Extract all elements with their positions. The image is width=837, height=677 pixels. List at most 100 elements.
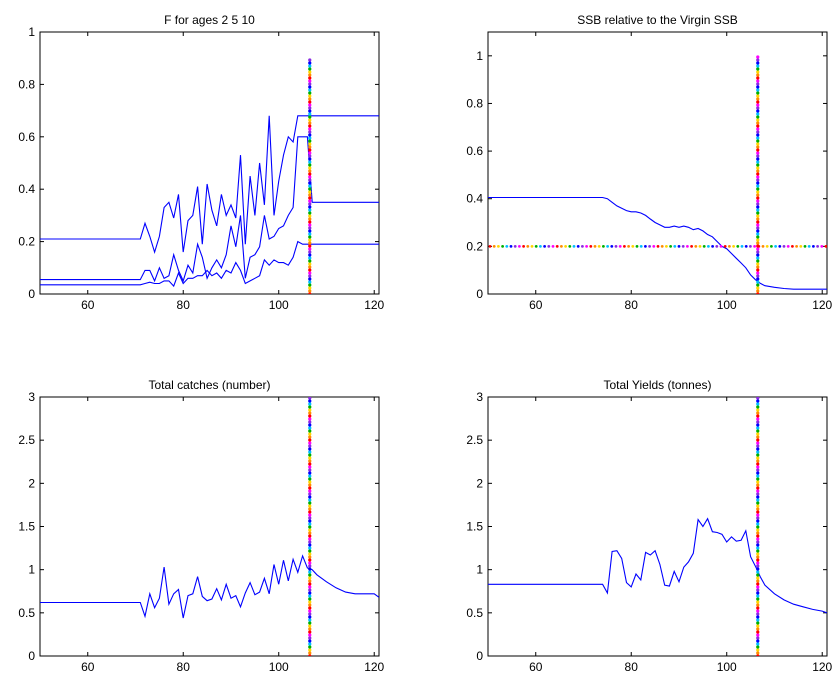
reference-dot bbox=[774, 244, 777, 248]
marker-dot bbox=[756, 286, 760, 290]
marker-dot bbox=[308, 573, 312, 577]
marker-dot bbox=[756, 256, 760, 260]
marker-dot bbox=[756, 600, 760, 604]
marker-dot bbox=[756, 214, 760, 218]
y-tick-label: 1 bbox=[28, 563, 35, 577]
marker-dot bbox=[308, 441, 312, 445]
marker-dot bbox=[308, 280, 312, 284]
marker-dot bbox=[308, 603, 312, 607]
marker-dot bbox=[756, 220, 760, 224]
marker-dot bbox=[308, 163, 312, 167]
marker-dot bbox=[308, 166, 312, 170]
marker-dot bbox=[308, 130, 312, 134]
marker-dot bbox=[756, 160, 760, 164]
marker-dot bbox=[308, 609, 312, 613]
marker-dot bbox=[308, 501, 312, 505]
marker-dot bbox=[308, 606, 312, 610]
marker-dot bbox=[756, 208, 760, 212]
marker-dot bbox=[308, 172, 312, 176]
marker-dot bbox=[308, 262, 312, 266]
marker-dot bbox=[308, 226, 312, 230]
marker-dot bbox=[308, 238, 312, 242]
panel-4: Total Yields (tonnes) 0 0.5 1 1.5 2 2.5 3 60 80 10… bbox=[466, 378, 832, 674]
reference-dot bbox=[639, 244, 643, 248]
reference-dot bbox=[606, 244, 609, 248]
marker-dot bbox=[756, 435, 760, 439]
marker-dot bbox=[308, 651, 312, 655]
marker-dot bbox=[756, 82, 760, 86]
marker-dot bbox=[756, 498, 760, 502]
marker-dot bbox=[308, 498, 312, 502]
marker-dot bbox=[756, 397, 760, 400]
marker-dot bbox=[308, 115, 312, 119]
y-tick-label: 0.6 bbox=[18, 130, 35, 144]
marker-dot bbox=[308, 283, 312, 287]
x-tick-label: 60 bbox=[81, 298, 95, 312]
marker-dot bbox=[756, 510, 760, 514]
marker-dot bbox=[308, 627, 312, 631]
x-tick-label: 60 bbox=[529, 660, 543, 674]
marker-dot bbox=[756, 552, 760, 556]
marker-dot bbox=[756, 277, 760, 281]
marker-dot bbox=[308, 522, 312, 526]
marker-dot bbox=[308, 567, 312, 571]
reference-dot bbox=[782, 244, 786, 248]
marker-dot bbox=[756, 268, 760, 272]
marker-dot bbox=[308, 259, 312, 263]
marker-dot bbox=[756, 453, 760, 457]
marker-dot bbox=[756, 429, 760, 433]
marker-dot bbox=[308, 435, 312, 439]
marker-dot bbox=[308, 558, 312, 562]
marker-dot bbox=[308, 133, 312, 137]
marker-dot bbox=[308, 429, 312, 433]
marker-dot bbox=[756, 148, 760, 152]
marker-dot bbox=[308, 184, 312, 188]
marker-dot bbox=[308, 417, 312, 421]
marker-dot bbox=[756, 474, 760, 478]
marker-dot bbox=[308, 205, 312, 209]
reference-dot bbox=[795, 244, 798, 248]
marker-dot bbox=[308, 474, 312, 478]
marker-dot bbox=[308, 148, 312, 152]
marker-dot bbox=[756, 438, 760, 442]
marker-dot bbox=[308, 154, 312, 158]
series-line-1 bbox=[40, 115, 379, 254]
marker-dot bbox=[308, 112, 312, 116]
marker-dot bbox=[308, 211, 312, 215]
y-tick-label: 0.4 bbox=[18, 182, 35, 196]
marker-dot bbox=[308, 85, 312, 89]
marker-dot bbox=[756, 402, 760, 406]
marker-dot bbox=[308, 444, 312, 448]
marker-dot bbox=[756, 495, 760, 499]
y-tick-label: 3 bbox=[476, 390, 483, 404]
y-tick-label: 2 bbox=[28, 476, 35, 490]
marker-dot bbox=[756, 112, 760, 116]
marker-dot bbox=[308, 513, 312, 517]
marker-dot bbox=[756, 516, 760, 520]
marker-dot bbox=[756, 573, 760, 577]
marker-dot bbox=[308, 136, 312, 140]
marker-dot bbox=[756, 399, 760, 403]
plot-area bbox=[487, 31, 828, 295]
marker-dot bbox=[308, 504, 312, 508]
reference-dot bbox=[543, 244, 546, 248]
panel-title: SSB relative to the Virgin SSB bbox=[577, 13, 738, 27]
marker-dot bbox=[308, 591, 312, 595]
y-tick-label: 2 bbox=[476, 476, 483, 490]
reference-dot bbox=[635, 244, 639, 248]
marker-dot bbox=[308, 73, 312, 77]
reference-dot bbox=[551, 244, 555, 248]
marker-dot bbox=[308, 232, 312, 236]
marker-dot bbox=[756, 103, 760, 107]
marker-dot bbox=[308, 654, 312, 656]
marker-dot bbox=[308, 570, 312, 574]
y-tick-label: 0 bbox=[28, 287, 35, 301]
marker-dot bbox=[756, 609, 760, 613]
data-layer bbox=[40, 397, 379, 656]
marker-dot bbox=[308, 64, 312, 68]
reference-dot bbox=[778, 244, 782, 248]
y-tick-label: 2.5 bbox=[466, 433, 483, 447]
marker-dot bbox=[756, 229, 760, 233]
marker-dot bbox=[308, 145, 312, 149]
marker-dot bbox=[756, 624, 760, 628]
